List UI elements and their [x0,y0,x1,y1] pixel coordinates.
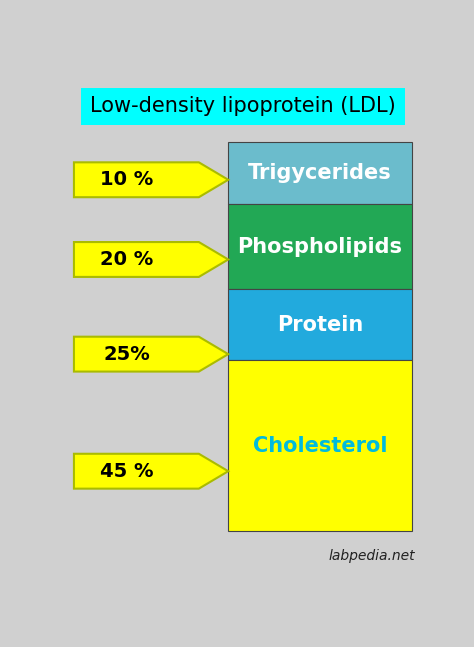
Polygon shape [74,336,228,371]
Bar [228,204,412,289]
Text: Low-density lipoprotein (LDL): Low-density lipoprotein (LDL) [90,96,396,116]
Text: 20 %: 20 % [100,250,153,269]
Bar [82,87,404,125]
Text: 10 %: 10 % [100,170,153,190]
Polygon shape [74,162,228,197]
Text: Protein: Protein [277,315,363,335]
Text: Cholesterol: Cholesterol [253,435,387,455]
Bar [228,142,412,204]
Polygon shape [74,242,228,277]
Text: labpedia.net: labpedia.net [329,549,416,564]
Bar [228,289,412,360]
Text: Phospholipids: Phospholipids [237,237,402,257]
Polygon shape [74,454,228,488]
Bar [228,360,412,531]
Text: 45 %: 45 % [100,462,153,481]
Text: 25%: 25% [103,345,150,364]
Text: Trigycerides: Trigycerides [248,163,392,183]
